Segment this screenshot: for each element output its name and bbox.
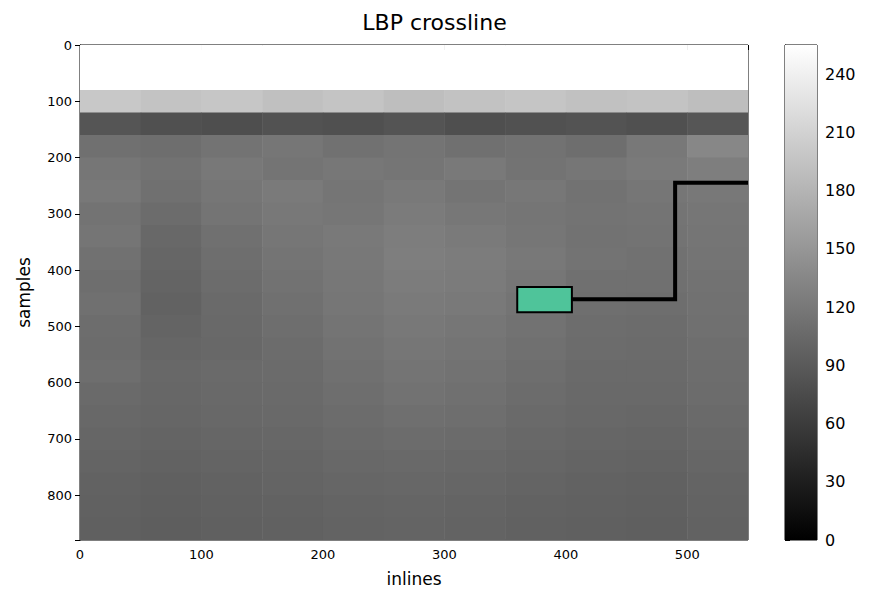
svg-text:200: 200 <box>47 150 72 165</box>
svg-text:samples: samples <box>14 257 34 328</box>
svg-text:inlines: inlines <box>386 569 441 589</box>
svg-text:0: 0 <box>76 547 84 562</box>
svg-text:300: 300 <box>432 547 457 562</box>
svg-text:400: 400 <box>553 547 578 562</box>
svg-text:90: 90 <box>825 356 845 375</box>
svg-text:500: 500 <box>675 547 700 562</box>
svg-text:800: 800 <box>47 488 72 503</box>
svg-text:400: 400 <box>47 263 72 278</box>
svg-text:100: 100 <box>47 94 72 109</box>
svg-text:120: 120 <box>825 298 856 317</box>
svg-text:30: 30 <box>825 472 845 491</box>
svg-text:0: 0 <box>825 531 835 550</box>
svg-text:60: 60 <box>825 414 845 433</box>
svg-text:600: 600 <box>47 375 72 390</box>
svg-text:210: 210 <box>825 123 856 142</box>
svg-text:150: 150 <box>825 239 856 258</box>
svg-text:0: 0 <box>64 38 72 53</box>
svg-text:LBP crossline: LBP crossline <box>362 10 506 35</box>
svg-text:200: 200 <box>310 547 335 562</box>
svg-text:300: 300 <box>47 206 72 221</box>
svg-text:500: 500 <box>47 319 72 334</box>
svg-text:180: 180 <box>825 181 856 200</box>
svg-text:240: 240 <box>825 65 856 84</box>
svg-text:100: 100 <box>189 547 214 562</box>
svg-text:700: 700 <box>47 431 72 446</box>
